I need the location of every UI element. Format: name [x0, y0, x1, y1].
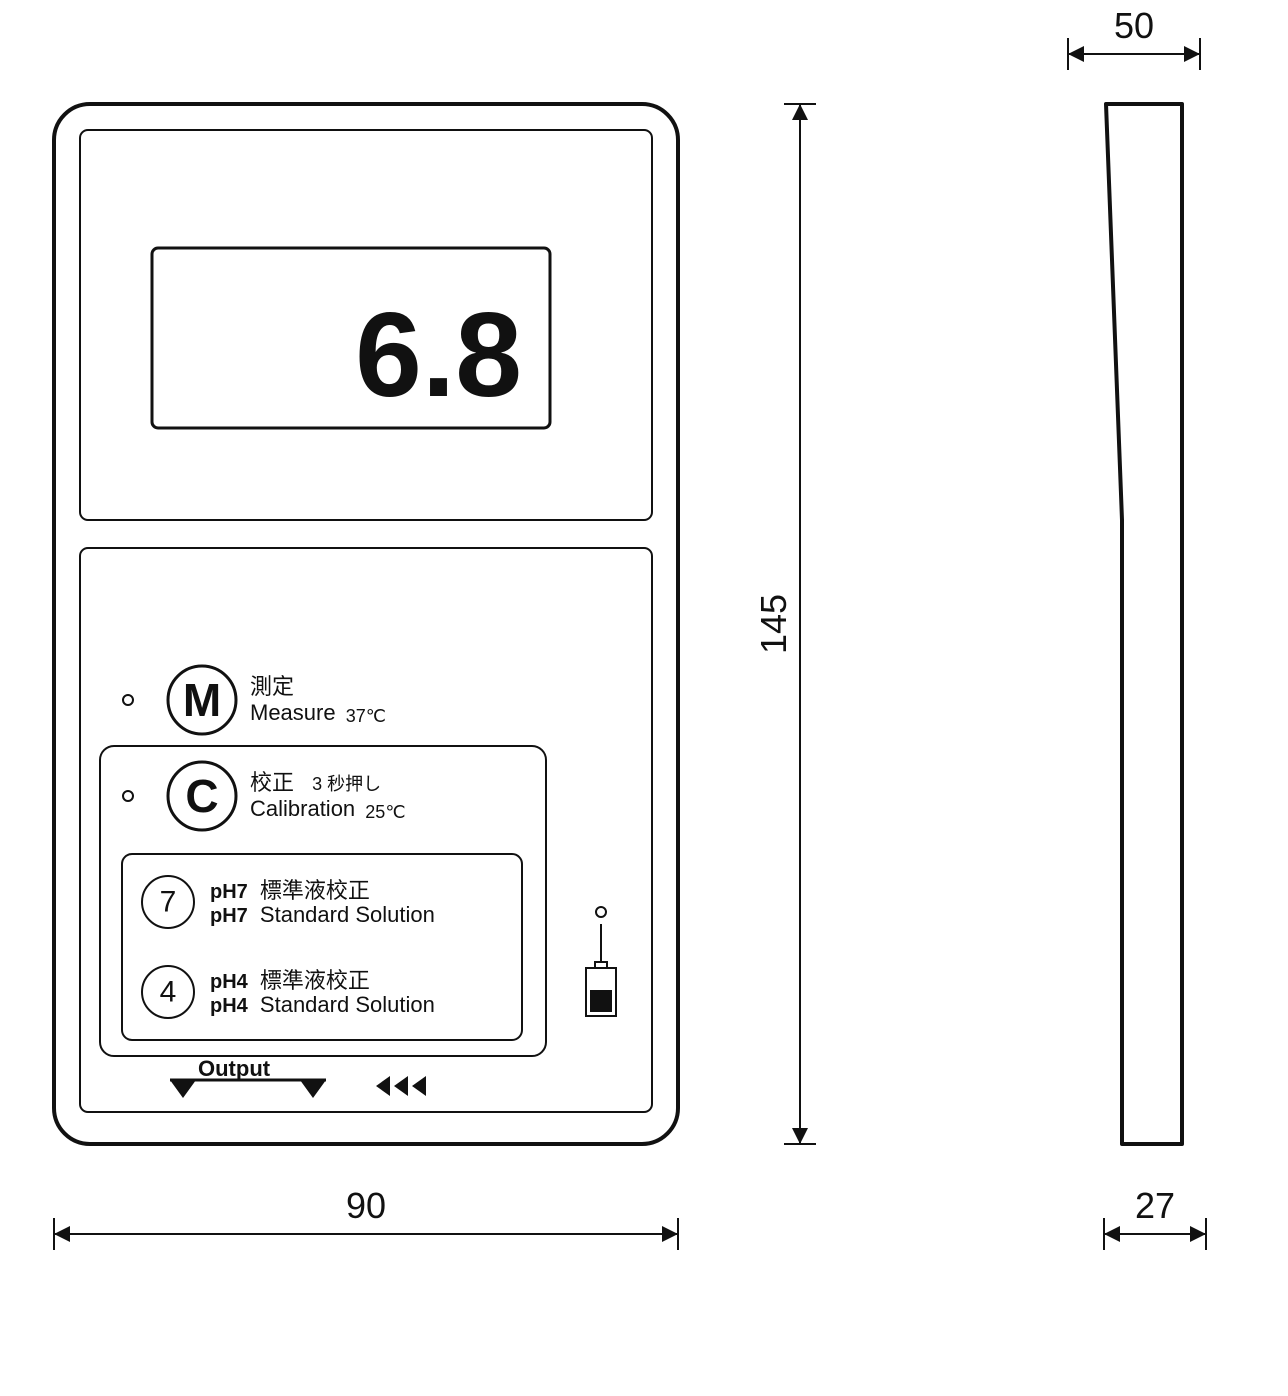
dimension-depth-top-value: 50	[1114, 5, 1154, 46]
ph7-label-jp: pH7 標準液校正	[210, 878, 370, 903]
ph7-button-number: 7	[160, 886, 177, 919]
control-panel	[80, 548, 652, 1112]
measure-label-en: Measure 37℃	[250, 700, 386, 726]
output-arrow-1-icon	[170, 1080, 196, 1098]
calibrate-button-letter: C	[185, 770, 218, 822]
reverse-arrows-icon	[376, 1076, 426, 1096]
calibrate-label-en: Calibration 25℃	[250, 796, 406, 822]
ph4-label-en: pH4 Standard Solution	[210, 992, 435, 1017]
ph4-button-number: 4	[160, 976, 177, 1009]
dimension-depth-top: 50	[1068, 5, 1200, 70]
dimension-depth-bottom: 27	[1104, 1185, 1206, 1250]
dimension-width-front-value: 90	[346, 1185, 386, 1226]
device-side-outline	[1106, 104, 1182, 1144]
dimension-width-front: 90	[54, 1185, 678, 1250]
dimension-height-value: 145	[753, 594, 794, 654]
ph7-label-en: pH7 Standard Solution	[210, 902, 435, 927]
lcd-value: 6.8	[355, 288, 522, 422]
output-label: Output	[198, 1056, 271, 1081]
dimension-depth-bottom-value: 27	[1135, 1185, 1175, 1226]
measure-button-letter: M	[183, 674, 221, 726]
battery-fill	[590, 990, 612, 1012]
calibrate-led	[123, 791, 133, 801]
calibrate-label-jp: 校正 3 秒押し	[250, 770, 381, 795]
dimension-height: 145	[753, 104, 816, 1144]
measure-label-jp: 測定	[250, 674, 294, 699]
output-arrow-2-icon	[300, 1080, 326, 1098]
ph4-label-jp: pH4 標準液校正	[210, 968, 370, 993]
battery-led	[596, 907, 606, 917]
measure-led	[123, 695, 133, 705]
